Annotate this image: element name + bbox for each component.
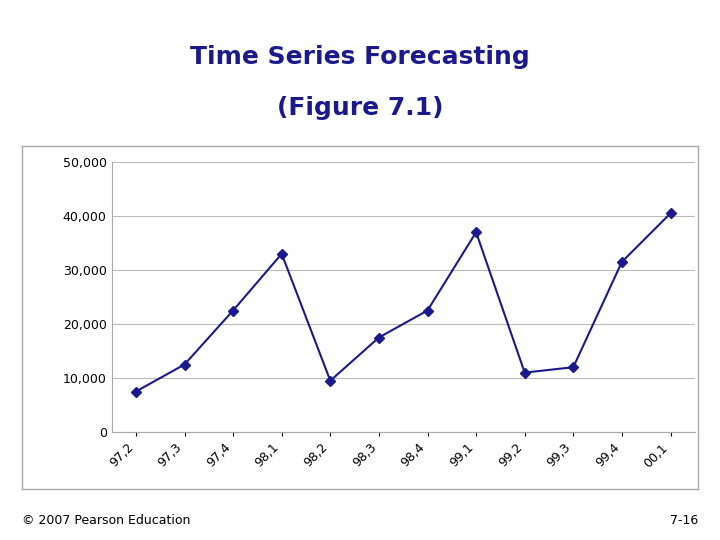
Text: © 2007 Pearson Education: © 2007 Pearson Education <box>22 514 190 526</box>
Text: 7-16: 7-16 <box>670 514 698 526</box>
Text: Time Series Forecasting: Time Series Forecasting <box>190 45 530 69</box>
Text: (Figure 7.1): (Figure 7.1) <box>276 96 444 120</box>
